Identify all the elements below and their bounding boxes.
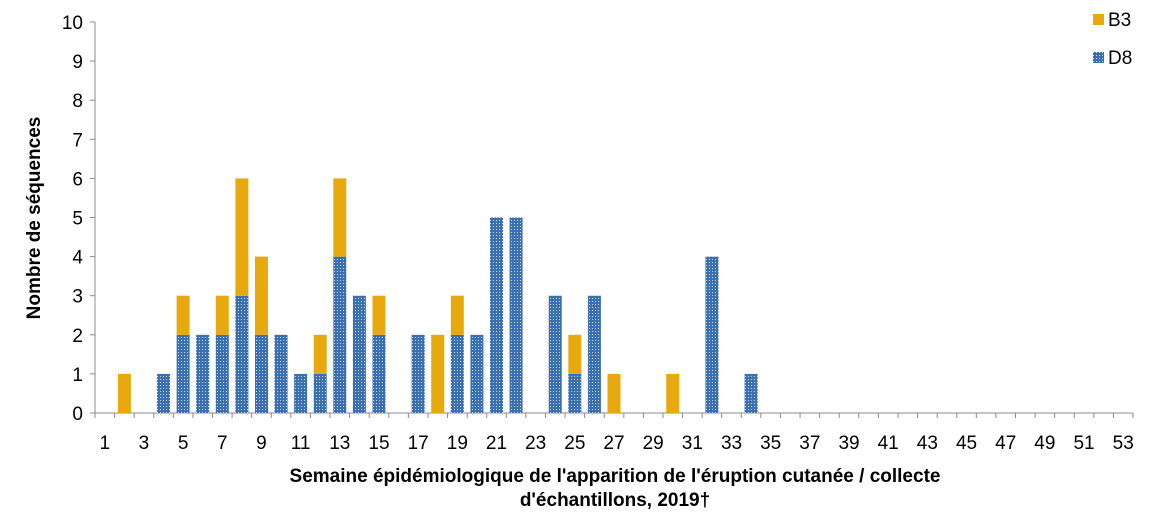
x-tick-label: 31 — [682, 433, 703, 454]
bar-d8-week-34 — [744, 373, 758, 413]
y-tick-label: 0 — [72, 404, 83, 425]
x-tick-label: 27 — [603, 433, 624, 454]
bar-d8-week-9 — [254, 334, 268, 413]
x-tick-labels: 1 3 5 7 9 11 13 15 17 19 21 23 25 27 29 31 33 35 37 39 41 43 4… — [100, 433, 1134, 454]
bar-b3-week-13 — [333, 178, 347, 257]
x-tick-label: 21 — [486, 433, 507, 454]
x-tick-label: 1 — [100, 433, 111, 454]
y-tick-label: 2 — [72, 326, 83, 347]
x-tick-label: 29 — [643, 433, 664, 454]
bar-d8-week-22 — [509, 217, 523, 413]
y-tick-label: 3 — [72, 287, 83, 308]
bar-b3-week-27 — [607, 373, 621, 413]
bar-d8-week-6 — [196, 334, 210, 413]
bar-d8-week-20 — [470, 334, 484, 413]
x-tick-label: 33 — [721, 433, 742, 454]
bar-d8-week-17 — [411, 334, 425, 413]
y-tick-label: 10 — [62, 13, 83, 34]
bar-d8-week-26 — [587, 295, 601, 413]
bar-d8-week-8 — [235, 295, 249, 413]
x-tick-label: 51 — [1073, 433, 1094, 454]
x-tick-label: 37 — [799, 433, 820, 454]
x-tick-label: 17 — [408, 433, 429, 454]
x-tick-label: 5 — [178, 433, 189, 454]
legend-label-b3: B3 — [1108, 10, 1131, 31]
bar-b3-week-5 — [176, 295, 190, 335]
x-tick-label: 13 — [329, 433, 350, 454]
y-tick-label: 4 — [72, 248, 83, 269]
bar-b3-week-19 — [450, 295, 464, 335]
bar-b3-week-8 — [235, 178, 249, 296]
bar-d8-week-24 — [548, 295, 562, 413]
bars — [117, 178, 758, 413]
y-axis-title: Nombre de séquences — [24, 117, 45, 320]
bar-d8-week-14 — [352, 295, 366, 413]
bar-b3-week-9 — [254, 256, 268, 335]
y-tick-labels: 0 1 2 3 4 5 6 7 8 9 10 — [62, 13, 84, 425]
legend-swatch-d8 — [1093, 52, 1104, 63]
bar-b3-week-30 — [666, 373, 680, 413]
y-tick-label: 8 — [72, 91, 83, 112]
x-tick-label: 7 — [217, 433, 228, 454]
x-tick-label: 43 — [917, 433, 938, 454]
bar-b3-week-12 — [313, 334, 327, 374]
legend: B3 D8 — [1093, 10, 1132, 69]
x-axis-title-line-1: Semaine épidémiologique de l'apparition … — [290, 466, 941, 487]
bar-d8-week-13 — [333, 256, 347, 413]
x-tick-label: 23 — [525, 433, 546, 454]
bar-b3-week-18 — [431, 334, 445, 413]
x-tick-label: 15 — [368, 433, 389, 454]
bar-b3-week-7 — [215, 295, 229, 335]
legend-swatch-b3 — [1093, 14, 1104, 25]
bar-d8-week-19 — [450, 334, 464, 413]
x-tick-label: 45 — [956, 433, 977, 454]
x-tick-label: 3 — [139, 433, 150, 454]
bar-d8-week-7 — [215, 334, 229, 413]
bar-d8-week-10 — [274, 334, 288, 413]
x-tick-label: 39 — [838, 433, 859, 454]
bar-b3-week-2 — [117, 373, 131, 413]
bar-d8-week-12 — [313, 373, 327, 413]
bar-d8-week-21 — [489, 217, 503, 413]
x-tick-label: 11 — [291, 433, 311, 454]
x-tick-label: 53 — [1113, 433, 1134, 454]
y-tick-label: 5 — [72, 209, 83, 230]
y-tick-label: 6 — [72, 169, 83, 190]
bar-b3-week-15 — [372, 295, 386, 335]
x-tick-label: 19 — [447, 433, 468, 454]
bar-d8-week-15 — [372, 334, 386, 413]
x-tick-label: 49 — [1034, 433, 1055, 454]
y-tick-label: 7 — [72, 130, 83, 151]
x-tick-label: 47 — [995, 433, 1016, 454]
bar-d8-week-11 — [294, 373, 308, 413]
bar-d8-week-32 — [705, 256, 719, 413]
x-tick-label: 41 — [878, 433, 899, 454]
y-tick-label: 1 — [72, 365, 83, 386]
bar-d8-week-25 — [568, 373, 582, 413]
x-tick-label: 25 — [564, 433, 585, 454]
legend-label-d8: D8 — [1108, 48, 1132, 69]
y-tick-label: 9 — [72, 52, 83, 73]
axes — [90, 21, 1134, 418]
x-tick-label: 35 — [760, 433, 781, 454]
x-axis-title-line-2: d'échantillons, 2019† — [520, 490, 710, 511]
bar-d8-week-4 — [157, 373, 171, 413]
bar-b3-week-25 — [568, 334, 582, 374]
bar-d8-week-5 — [176, 334, 190, 413]
x-tick-label: 9 — [256, 433, 267, 454]
